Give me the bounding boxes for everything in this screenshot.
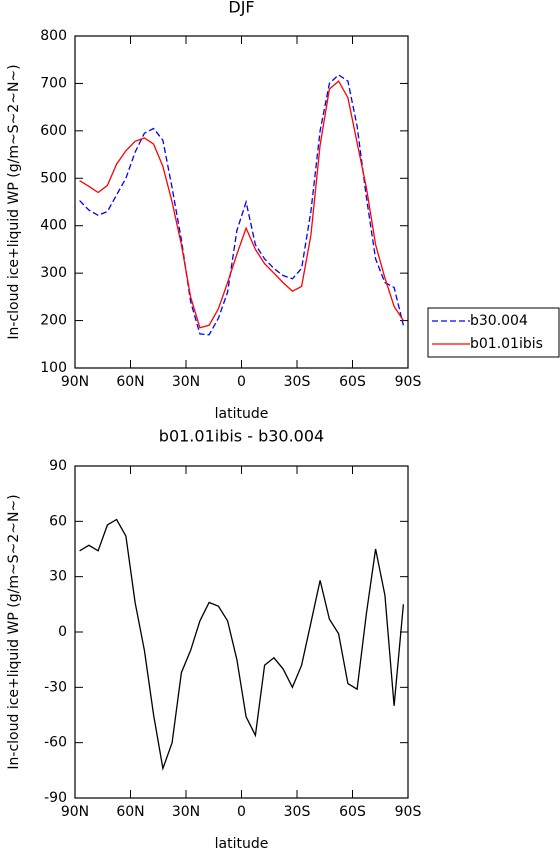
x-tick-label: 30N bbox=[172, 804, 200, 820]
y-tick-label: -30 bbox=[44, 679, 67, 695]
legend-box bbox=[427, 307, 560, 358]
x-tick-label: 0 bbox=[237, 374, 246, 390]
x-tick-label: 30S bbox=[284, 374, 311, 390]
y-tick-label: 90 bbox=[49, 458, 67, 474]
x-tick-label: 60S bbox=[339, 374, 366, 390]
y-tick-label: -90 bbox=[44, 790, 67, 806]
series-line bbox=[79, 518, 405, 772]
y-tick-label: 800 bbox=[40, 28, 67, 44]
x-tick-label: 30S bbox=[284, 804, 311, 820]
x-axis-label: latitude bbox=[215, 836, 269, 851]
y-axis-label: In-cloud ice+liquid WP (g/m~S~2~N~) bbox=[6, 64, 22, 339]
legend-label: b30.004 bbox=[470, 313, 528, 329]
x-tick-label: 60S bbox=[339, 804, 366, 820]
chart-title: b01.01ibis - b30.004 bbox=[159, 427, 324, 446]
y-tick-label: 600 bbox=[40, 123, 67, 139]
x-tick-label: 60N bbox=[116, 374, 144, 390]
y-tick-label: -60 bbox=[44, 735, 67, 751]
chart-title: DJF bbox=[228, 0, 254, 17]
x-tick-label: 0 bbox=[237, 804, 246, 820]
plot-frame bbox=[74, 465, 409, 799]
x-tick-label: 90S bbox=[395, 374, 422, 390]
x-tick-label: 90N bbox=[61, 374, 89, 390]
x-tick-label: 30N bbox=[172, 374, 200, 390]
y-tick-label: 200 bbox=[40, 313, 67, 329]
y-tick-label: 100 bbox=[40, 360, 67, 376]
legend-label: b01.01ibis bbox=[470, 336, 543, 352]
x-tick-label: 90S bbox=[395, 804, 422, 820]
series-line bbox=[79, 74, 405, 336]
series-line bbox=[79, 80, 404, 329]
plot-frame bbox=[74, 35, 409, 369]
x-axis-label: latitude bbox=[215, 406, 269, 422]
y-tick-label: 400 bbox=[40, 218, 67, 234]
y-tick-label: 60 bbox=[49, 513, 67, 529]
x-tick-label: 60N bbox=[116, 804, 144, 820]
x-tick-label: 90N bbox=[61, 804, 89, 820]
y-tick-label: 30 bbox=[49, 569, 67, 585]
y-tick-label: 0 bbox=[58, 624, 67, 640]
y-axis-label: In-cloud ice+liquid WP (g/m~S~2~N~) bbox=[6, 494, 22, 769]
y-tick-label: 300 bbox=[40, 265, 67, 281]
y-tick-label: 500 bbox=[40, 170, 67, 186]
y-tick-label: 700 bbox=[40, 75, 67, 91]
